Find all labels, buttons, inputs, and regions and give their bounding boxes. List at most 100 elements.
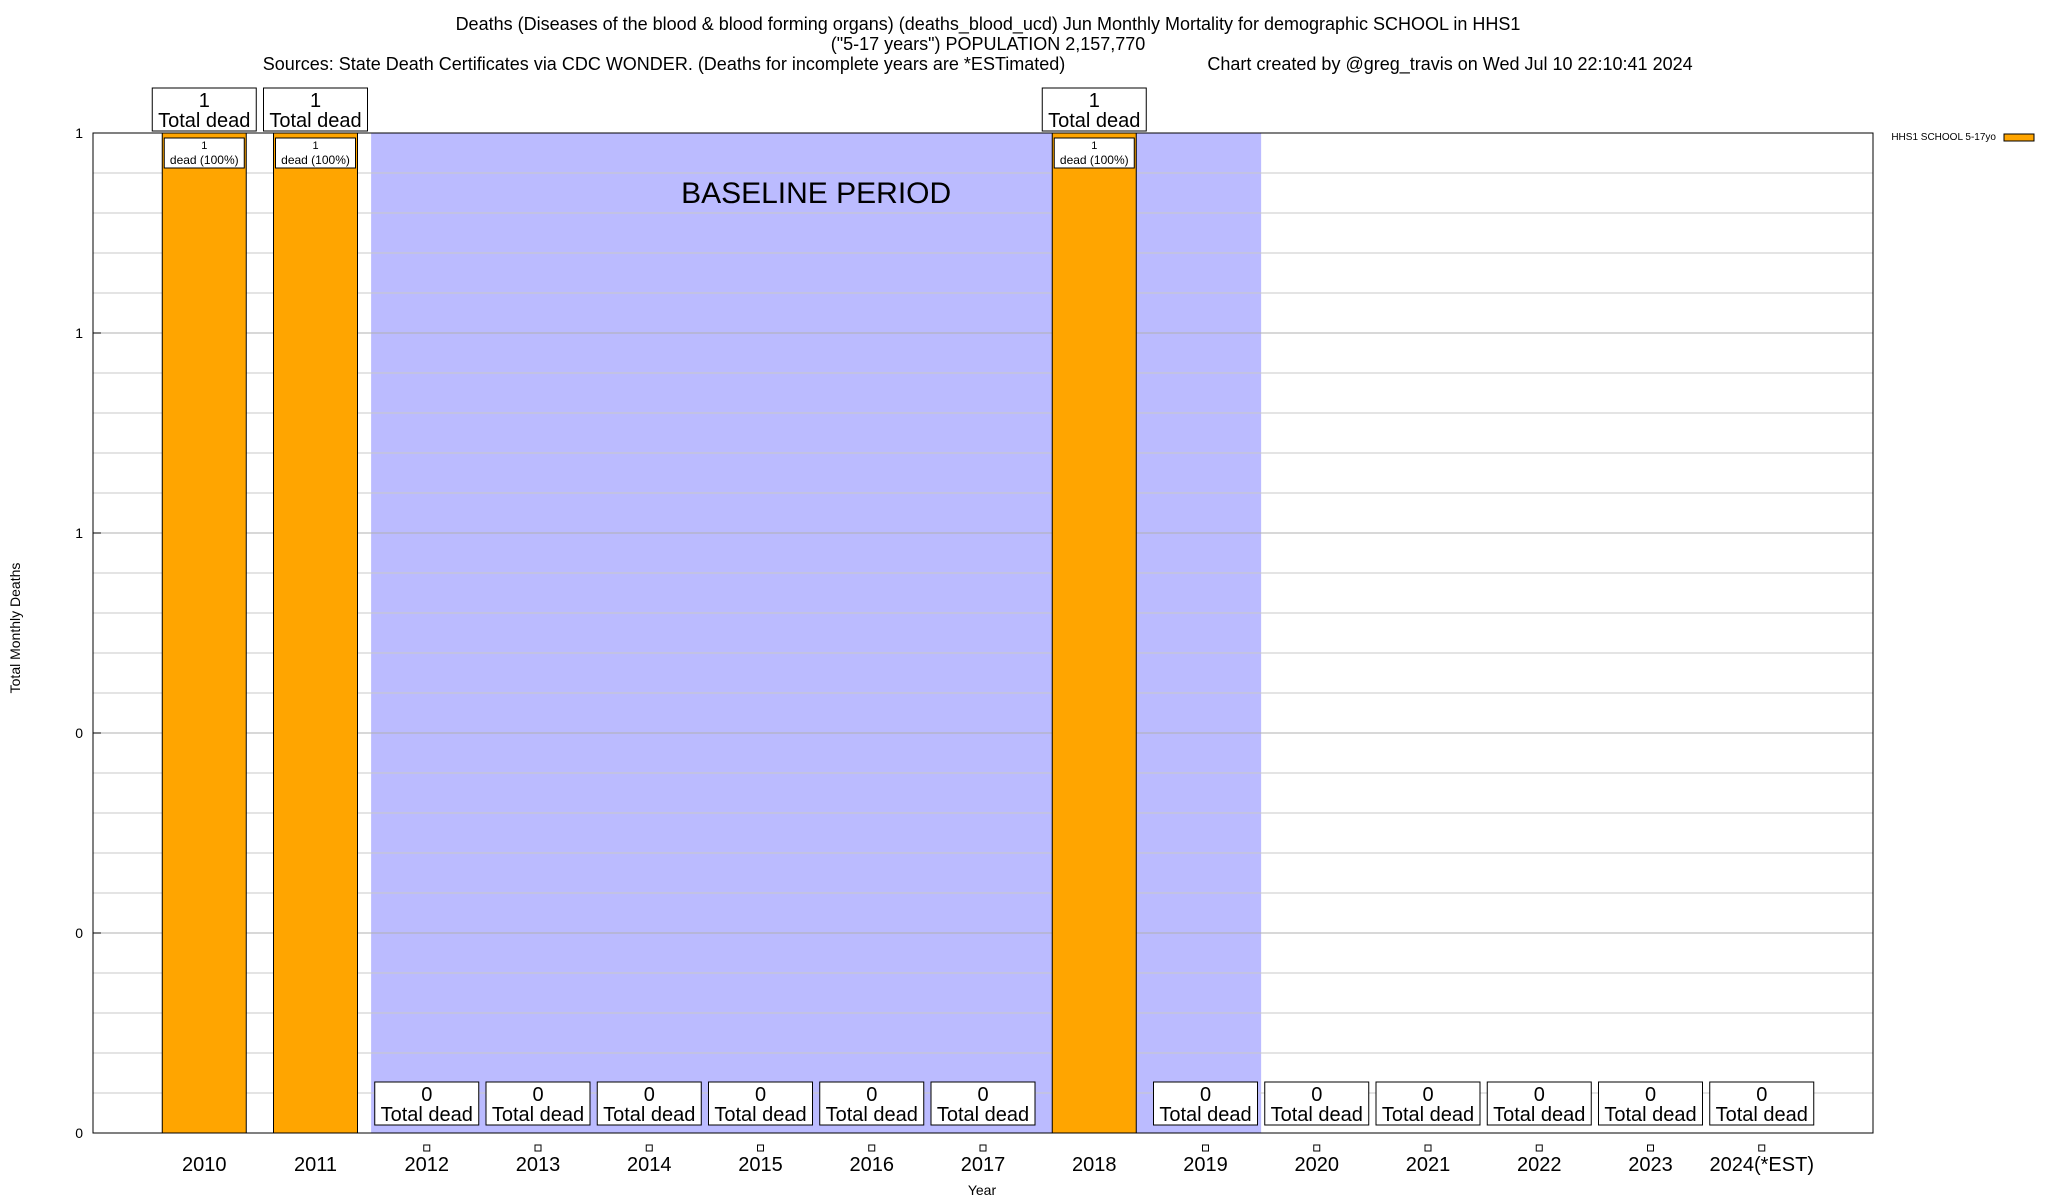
y-tick-label: 1 [75, 325, 83, 341]
plot-border [92, 132, 1874, 1134]
segment-label-box [163, 137, 245, 169]
total-label-box [1041, 87, 1147, 132]
total-label-value: 0 [1534, 1084, 1545, 1106]
zero-marker [1313, 1144, 1321, 1152]
total-label-box [1153, 1081, 1258, 1126]
x-tick-label: 2019 [1183, 1154, 1228, 1176]
total-label-text: Total dead [1604, 1104, 1696, 1126]
total-label-text: Total dead [158, 110, 250, 132]
x-tick-label: 2022 [1517, 1154, 1562, 1176]
total-label-box [485, 1081, 591, 1126]
total-label-box [1709, 1081, 1815, 1126]
total-label-text: Total dead [1382, 1104, 1474, 1126]
total-label-value: 0 [532, 1084, 543, 1106]
x-tick-label: 2024(*EST) [1710, 1154, 1815, 1176]
total-label-box [1264, 1081, 1370, 1126]
x-tick-label: 2023 [1628, 1154, 1673, 1176]
baseline-period-label: BASELINE PERIOD [681, 177, 951, 210]
x-tick-label: 2020 [1295, 1154, 1340, 1176]
total-label-box [263, 87, 368, 132]
zero-marker [757, 1144, 764, 1152]
zero-marker [1424, 1144, 1432, 1152]
x-tick-label: 2021 [1406, 1154, 1451, 1176]
y-tick-label: 1 [75, 125, 83, 141]
segment-label-value: 1 [312, 140, 318, 152]
x-tick-label: 2011 [294, 1154, 337, 1176]
bar [1051, 132, 1137, 1134]
segment-label-box [1053, 137, 1135, 169]
total-label-value: 0 [755, 1084, 766, 1106]
chart-subtitle: ("5-17 years") POPULATION 2,157,770 [831, 34, 1146, 54]
total-label-box [1486, 1081, 1592, 1126]
total-label-value: 1 [199, 90, 210, 112]
total-label-value: 1 [1089, 90, 1100, 112]
zero-marker [1758, 1144, 1766, 1152]
total-label-value: 0 [421, 1084, 432, 1106]
segment-label-value: 1 [1091, 140, 1097, 152]
total-label-box [374, 1081, 480, 1126]
total-label-value: 0 [1200, 1084, 1211, 1106]
zero-marker [1535, 1144, 1543, 1152]
total-label-value: 0 [866, 1084, 877, 1106]
total-label-text: Total dead [937, 1104, 1029, 1126]
total-label-text: Total dead [603, 1104, 695, 1126]
segment-label-text: dead (100%) [1060, 153, 1129, 167]
x-tick-label: 2010 [182, 1154, 227, 1176]
zero-marker [423, 1144, 431, 1152]
total-label-value: 0 [644, 1084, 655, 1106]
total-label-box [1375, 1081, 1481, 1126]
total-label-value: 0 [1645, 1084, 1656, 1106]
segment-label-text: dead (100%) [170, 153, 239, 167]
total-label-box [708, 1081, 813, 1126]
y-tick-label: 0 [75, 1125, 83, 1141]
zero-marker [979, 1144, 987, 1152]
zero-marker [868, 1144, 876, 1152]
y-tick-label: 1 [75, 525, 83, 541]
total-label-text: Total dead [1159, 1104, 1251, 1126]
zero-marker [534, 1144, 542, 1152]
segment-label-value: 1 [201, 140, 207, 152]
total-label-box [1598, 1081, 1703, 1126]
chart-title: Deaths (Diseases of the blood & blood fo… [456, 14, 1521, 35]
chart-sources: Sources: State Death Certificates via CD… [263, 54, 1066, 74]
x-tick-label: 2012 [405, 1154, 450, 1176]
total-label-text: Total dead [1048, 110, 1140, 132]
title-group: Deaths (Diseases of the blood & blood fo… [263, 14, 1693, 75]
zero-marker [645, 1144, 653, 1152]
y-tick-label: 0 [75, 925, 83, 941]
legend: HHS1 SCHOOL 5-17yo [1891, 132, 2035, 143]
segment-label-box [275, 137, 356, 169]
legend-swatch [2003, 133, 2035, 142]
bar [161, 132, 247, 1134]
total-label-text: Total dead [381, 1104, 473, 1126]
total-label-value: 0 [1311, 1084, 1322, 1106]
total-label-box [930, 1081, 1036, 1126]
y-tick-label: 0 [75, 725, 83, 741]
y-axis-label: Total Monthly Deaths [7, 563, 23, 694]
x-tick-label: 2017 [961, 1154, 1006, 1176]
bar [273, 132, 358, 1134]
total-label-box [819, 1081, 925, 1126]
legend-label: HHS1 SCHOOL 5-17yo [1891, 132, 1996, 143]
total-label-text: Total dead [1493, 1104, 1585, 1126]
total-label-text: Total dead [826, 1104, 918, 1126]
total-label-value: 0 [977, 1084, 988, 1106]
total-label-text: Total dead [1716, 1104, 1808, 1126]
segment-label-text: dead (100%) [281, 153, 350, 167]
